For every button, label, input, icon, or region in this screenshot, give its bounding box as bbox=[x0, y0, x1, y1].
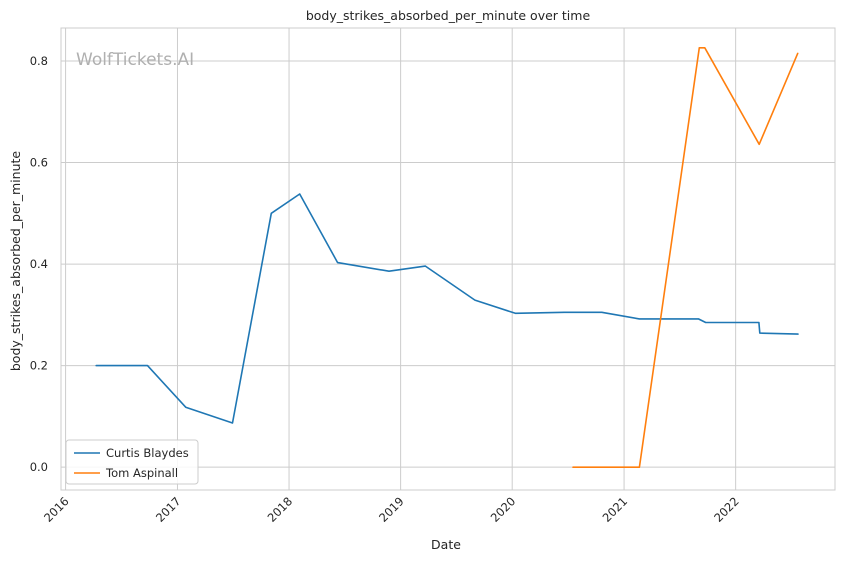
legend-label-tom-aspinall: Tom Aspinall bbox=[105, 466, 178, 480]
watermark: WolfTickets.AI bbox=[76, 50, 194, 70]
plot-background bbox=[61, 28, 835, 490]
x-tick-label: 2018 bbox=[265, 494, 296, 525]
x-tick-label: 2022 bbox=[711, 494, 742, 525]
x-axis-label: Date bbox=[431, 537, 461, 552]
series-layer bbox=[95, 46, 799, 469]
y-tick-label: 0.6 bbox=[30, 156, 48, 170]
x-tick-label: 2016 bbox=[41, 494, 72, 525]
x-tick-label: 2021 bbox=[600, 494, 631, 525]
series-line-curtis-blaydes bbox=[95, 193, 799, 424]
x-tick-label: 2019 bbox=[376, 494, 407, 525]
y-axis-ticks: 0.0 0.2 0.4 0.6 0.8 bbox=[30, 54, 48, 474]
plot-frame bbox=[60, 27, 836, 491]
y-tick-label: 0.0 bbox=[30, 460, 48, 474]
x-tick-label: 2020 bbox=[488, 494, 519, 525]
y-tick-label: 0.2 bbox=[30, 359, 48, 373]
x-tick-label: 2017 bbox=[153, 494, 184, 525]
y-axis-label: body_strikes_absorbed_per_minute bbox=[8, 151, 23, 372]
legend-label-curtis-blaydes: Curtis Blaydes bbox=[106, 446, 189, 460]
y-tick-label: 0.8 bbox=[30, 54, 48, 68]
x-axis-ticks: 2016 2017 2018 2019 2020 2021 2022 bbox=[41, 494, 742, 525]
legend: Curtis Blaydes Tom Aspinall bbox=[65, 439, 199, 485]
chart-title: body_strikes_absorbed_per_minute over ti… bbox=[306, 8, 591, 23]
series-line-tom-aspinall bbox=[572, 46, 799, 469]
y-tick-label: 0.4 bbox=[30, 257, 48, 271]
